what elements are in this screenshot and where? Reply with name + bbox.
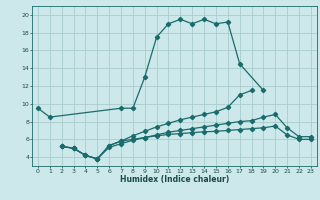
X-axis label: Humidex (Indice chaleur): Humidex (Indice chaleur): [120, 175, 229, 184]
